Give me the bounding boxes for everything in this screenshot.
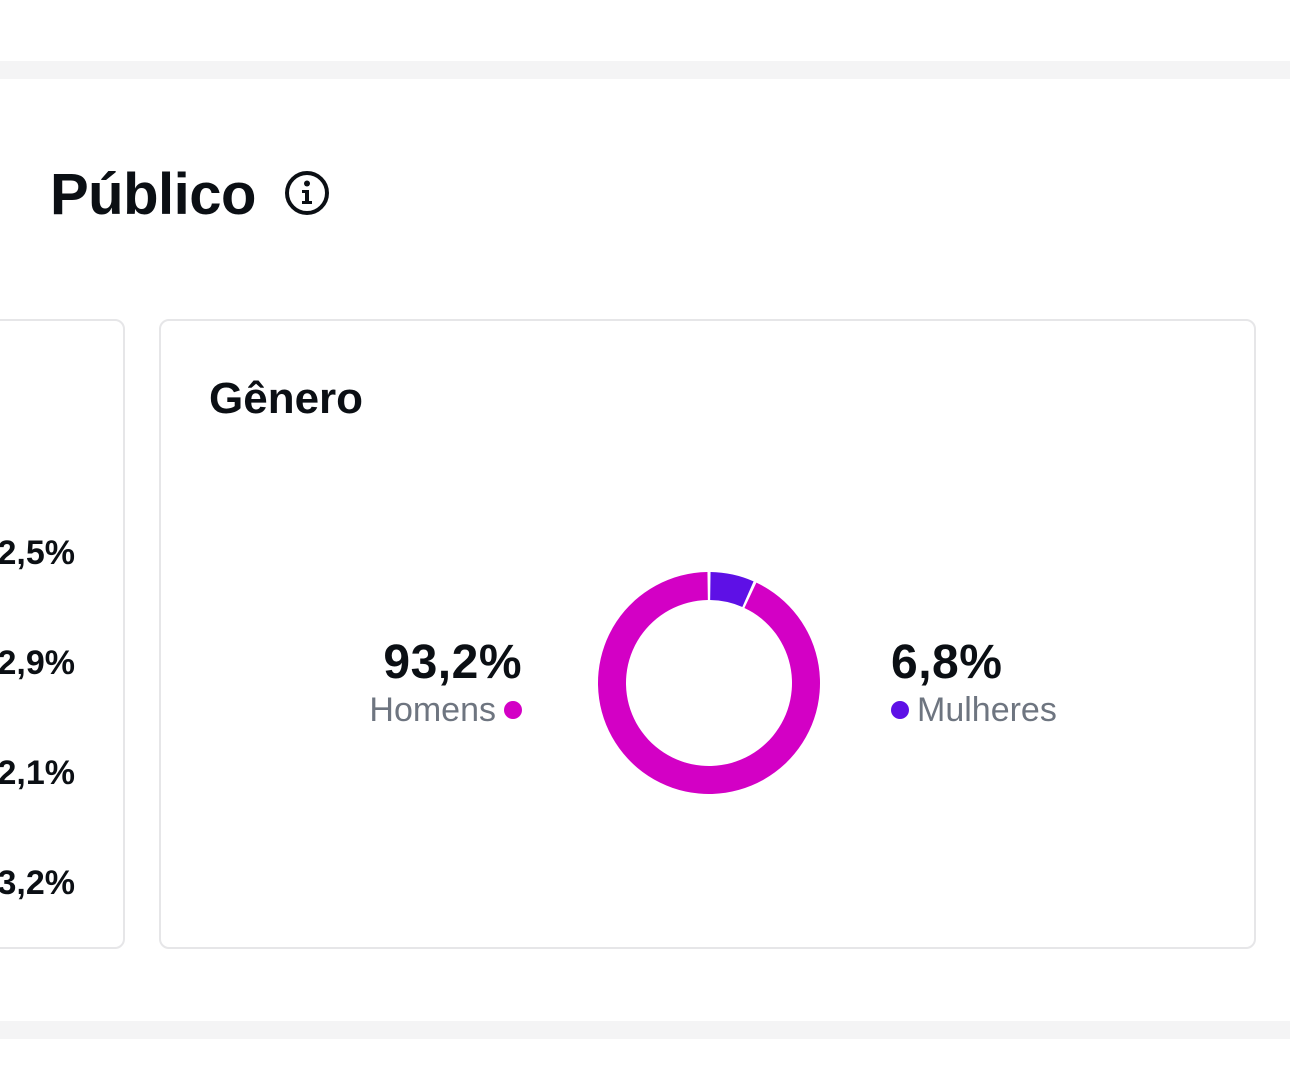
donut-slice-mulheres [710, 572, 754, 607]
women-label: Mulheres [917, 691, 1057, 729]
age-card-partial: 2,5% 2,9% 2,1% 3,2% [0, 319, 125, 949]
gender-donut-chart [598, 572, 820, 794]
section-title: Público [50, 162, 256, 227]
men-legend: Homens [369, 693, 522, 727]
donut-slice-homens [598, 572, 820, 794]
women-legend: Mulheres [891, 693, 1057, 727]
age-value: 2,1% [0, 754, 75, 792]
age-value: 2,5% [0, 534, 75, 572]
men-legend-dot [504, 701, 522, 719]
women-legend-dot [891, 701, 909, 719]
top-divider [0, 61, 1290, 79]
info-circle-icon[interactable] [284, 170, 330, 216]
women-percent: 6,8% [891, 636, 1003, 689]
men-label: Homens [369, 691, 496, 729]
age-value: 2,9% [0, 644, 75, 682]
gender-card-title: Gênero [209, 374, 364, 423]
women-stat: 6,8% Mulheres [891, 639, 1057, 727]
men-stat: 93,2% Homens [369, 639, 522, 727]
age-value: 3,2% [0, 864, 75, 902]
gender-card: Gênero 93,2% Homens 6,8% Mulheres [159, 319, 1256, 949]
bottom-divider [0, 1021, 1290, 1039]
men-percent: 93,2% [383, 636, 522, 689]
